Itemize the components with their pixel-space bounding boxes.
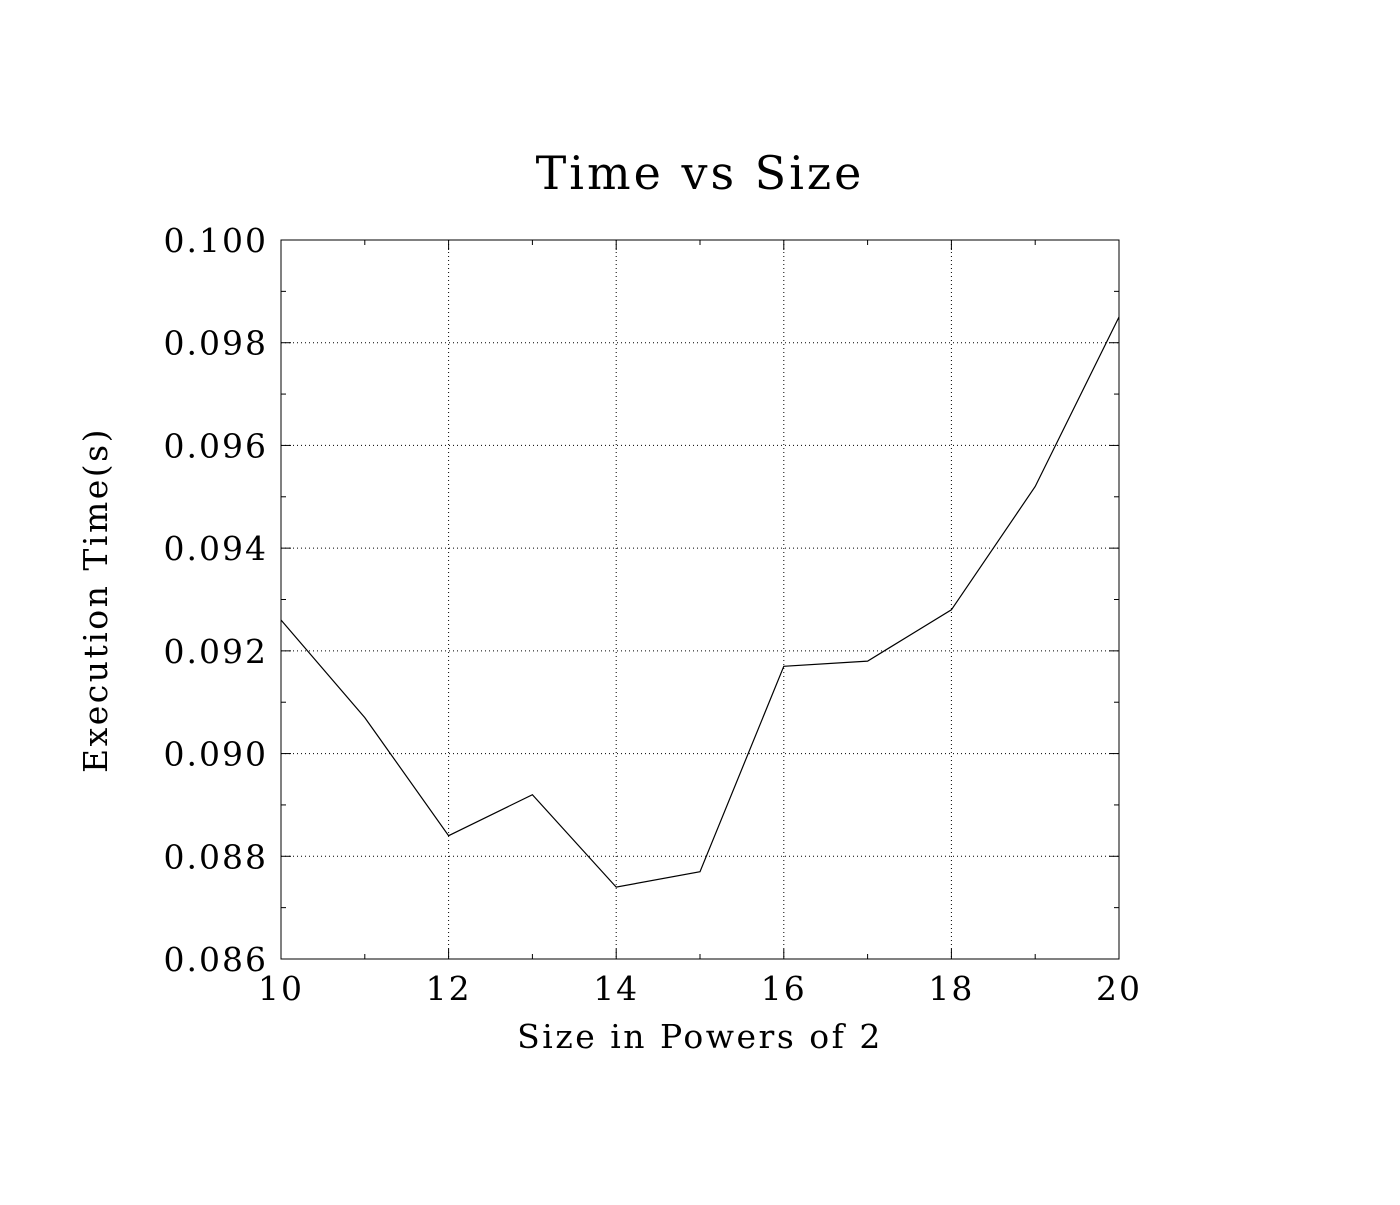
x-axis-title: Size in Powers of 2 <box>517 1017 883 1056</box>
x-tick-label: 20 <box>1096 969 1142 1008</box>
x-tick-label: 12 <box>426 969 472 1008</box>
y-axis-title: Execution Time(s) <box>76 427 115 773</box>
y-tick-label: 0.090 <box>164 735 268 774</box>
y-tick-label: 0.094 <box>164 529 268 568</box>
y-tick-label: 0.100 <box>164 221 268 260</box>
x-tick-label: 14 <box>593 969 639 1008</box>
y-tick-label: 0.096 <box>164 426 268 465</box>
y-tick-label: 0.088 <box>164 837 268 876</box>
x-tick-label: 18 <box>928 969 974 1008</box>
y-tick-label: 0.086 <box>164 940 268 979</box>
y-tick-label: 0.092 <box>164 632 268 671</box>
y-tick-label: 0.098 <box>164 324 268 363</box>
x-tick-label: 16 <box>761 969 807 1008</box>
chart-title: Time vs Size <box>536 146 865 200</box>
